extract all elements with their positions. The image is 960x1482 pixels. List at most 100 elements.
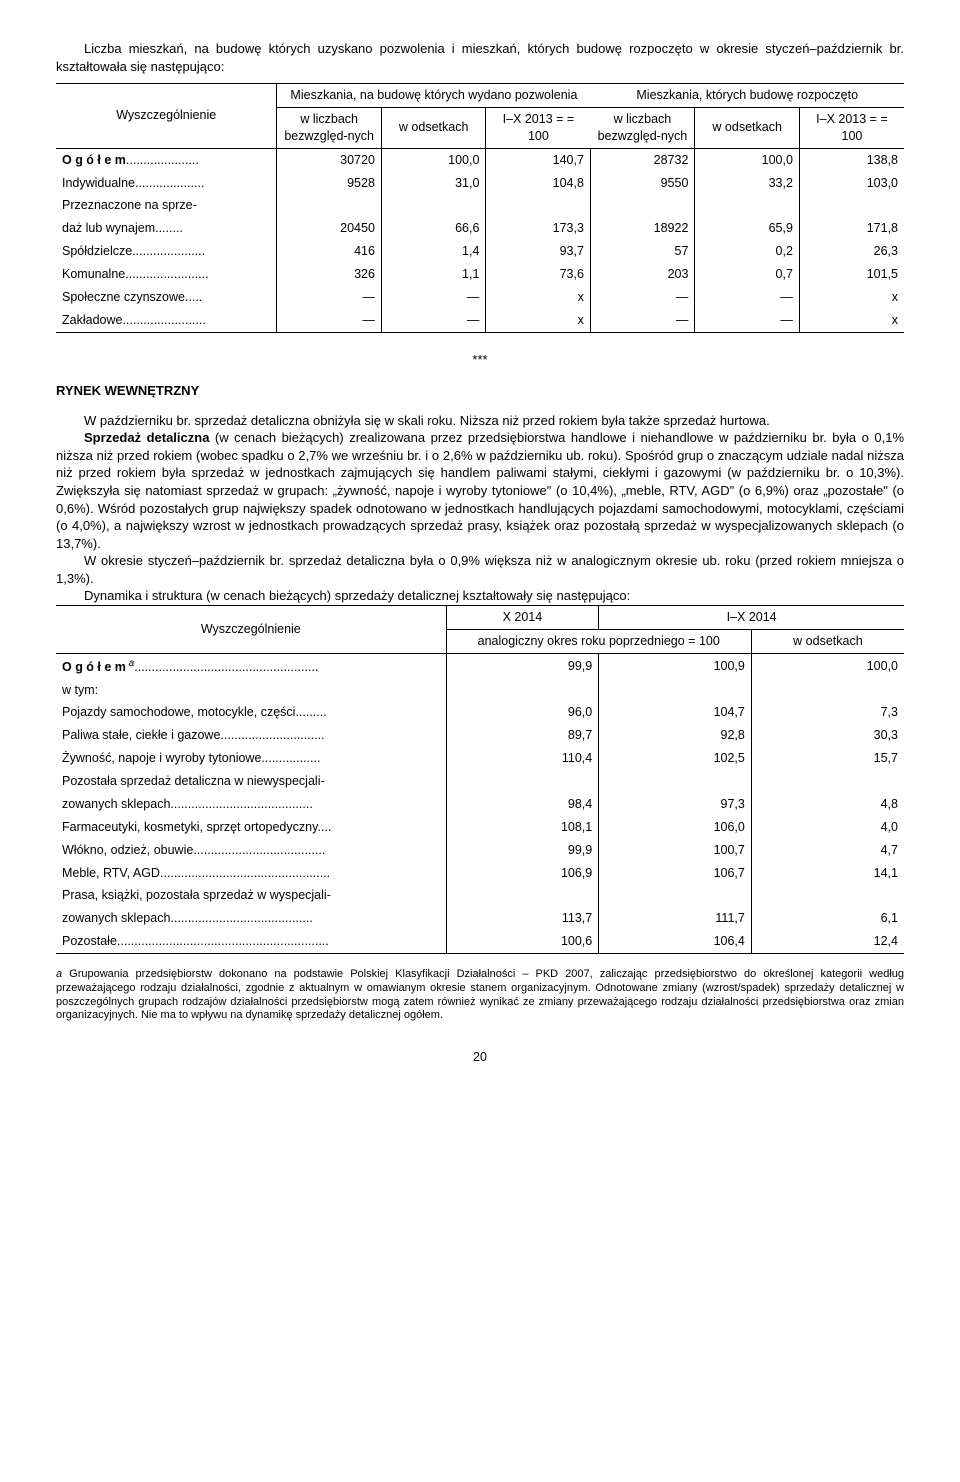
cell: — [695, 309, 800, 332]
cell: — [695, 286, 800, 309]
table-row: zowanych sklepach.......................… [56, 907, 904, 930]
body-paragraph: W okresie styczeń–październik br. sprzed… [56, 552, 904, 587]
cell [799, 194, 904, 217]
cell: 173,3 [486, 217, 591, 240]
row-label: Przeznaczone na sprze- [56, 194, 277, 217]
cell: 73,6 [486, 263, 591, 286]
cell: 106,7 [599, 862, 752, 885]
table-row: Pozostałe...............................… [56, 930, 904, 953]
th2-c1: X 2014 [446, 605, 599, 629]
cell: 100,7 [599, 839, 752, 862]
table-row: O g ó ł e m a...........................… [56, 653, 904, 679]
body-paragraph: Sprzedaż detaliczna (w cenach bieżących)… [56, 429, 904, 552]
body-paragraph: W październiku br. sprzedaż detaliczna o… [56, 412, 904, 430]
cell: 98,4 [446, 793, 599, 816]
th-idx-2: I–X 2013 = = 100 [799, 107, 904, 148]
table-row: Żywność, napoje i wyroby tytoniowe......… [56, 747, 904, 770]
cell: 65,9 [695, 217, 800, 240]
body-paragraph: Dynamika i struktura (w cenach bieżących… [56, 587, 904, 605]
cell: — [590, 309, 695, 332]
row-label: Społeczne czynszowe..... [56, 286, 277, 309]
cell: 97,3 [599, 793, 752, 816]
cell [599, 884, 752, 907]
cell: 31,0 [381, 172, 486, 195]
cell: 1,1 [381, 263, 486, 286]
table-retail: Wyszczególnienie X 2014 I–X 2014 analogi… [56, 605, 904, 954]
cell: 0,7 [695, 263, 800, 286]
cell [599, 679, 752, 702]
cell: 106,0 [599, 816, 752, 839]
cell: 106,4 [599, 930, 752, 953]
table-row: Pojazdy samochodowe, motocykle, części..… [56, 701, 904, 724]
cell: 4,0 [751, 816, 904, 839]
table-row: Spółdzielcze.....................4161,49… [56, 240, 904, 263]
table-row: O g ó ł e m.....................30720100… [56, 148, 904, 171]
cell: 28732 [590, 148, 695, 171]
th2-label: Wyszczególnienie [56, 605, 446, 653]
th2-c2: I–X 2014 [599, 605, 904, 629]
cell: 89,7 [446, 724, 599, 747]
th-group2: Mieszkania, których budowę rozpoczęto [590, 84, 904, 108]
row-label: daż lub wynajem........ [56, 217, 277, 240]
th-abs-1: w liczbach bezwzględ-nych [277, 107, 382, 148]
row-label: Spółdzielcze..................... [56, 240, 277, 263]
row-label: Meble, RTV, AGD.........................… [56, 862, 446, 885]
page-number: 20 [56, 1049, 904, 1066]
cell [695, 194, 800, 217]
cell [486, 194, 591, 217]
cell: — [277, 309, 382, 332]
cell: 138,8 [799, 148, 904, 171]
cell: 15,7 [751, 747, 904, 770]
cell: 100,0 [751, 653, 904, 679]
cell: 57 [590, 240, 695, 263]
cell: 96,0 [446, 701, 599, 724]
cell: — [381, 286, 486, 309]
cell: 100,0 [381, 148, 486, 171]
row-label: zowanych sklepach.......................… [56, 907, 446, 930]
cell: 12,4 [751, 930, 904, 953]
row-label: Zakładowe........................ [56, 309, 277, 332]
table-row: daż lub wynajem........2045066,6173,3189… [56, 217, 904, 240]
cell: 66,6 [381, 217, 486, 240]
cell [599, 770, 752, 793]
cell [446, 884, 599, 907]
footnote: a Grupowania przedsiębiorstw dokonano na… [56, 968, 904, 1023]
cell: 33,2 [695, 172, 800, 195]
cell: 111,7 [599, 907, 752, 930]
cell: 100,6 [446, 930, 599, 953]
cell [751, 884, 904, 907]
cell: x [486, 286, 591, 309]
cell: 140,7 [486, 148, 591, 171]
cell: 99,9 [446, 653, 599, 679]
table-row: Indywidualne....................952831,0… [56, 172, 904, 195]
table-row: Pozostała sprzedaż detaliczna w niewyspe… [56, 770, 904, 793]
cell [446, 679, 599, 702]
row-label: zowanych sklepach.......................… [56, 793, 446, 816]
cell: 113,7 [446, 907, 599, 930]
cell: 30,3 [751, 724, 904, 747]
cell: 9528 [277, 172, 382, 195]
cell: 93,7 [486, 240, 591, 263]
cell: 326 [277, 263, 382, 286]
intro-paragraph: Liczba mieszkań, na budowę których uzysk… [56, 40, 904, 75]
cell [590, 194, 695, 217]
cell: 101,5 [799, 263, 904, 286]
cell: x [486, 309, 591, 332]
cell: 1,4 [381, 240, 486, 263]
cell: 14,1 [751, 862, 904, 885]
row-label: O g ó ł e m a...........................… [56, 653, 446, 679]
table-row: Paliwa stałe, ciekłe i gazowe...........… [56, 724, 904, 747]
cell: 103,0 [799, 172, 904, 195]
table-row: Meble, RTV, AGD.........................… [56, 862, 904, 885]
cell: 4,7 [751, 839, 904, 862]
cell: 4,8 [751, 793, 904, 816]
row-label: Farmaceutyki, kosmetyki, sprzęt ortopedy… [56, 816, 446, 839]
cell: 6,1 [751, 907, 904, 930]
cell: 171,8 [799, 217, 904, 240]
table-row: Włókno, odzież, obuwie..................… [56, 839, 904, 862]
cell: — [381, 309, 486, 332]
th-pct-2: w odsetkach [695, 107, 800, 148]
th2-sub-a: analogiczny okres roku poprzedniego = 10… [446, 629, 751, 653]
separator-stars: *** [56, 351, 904, 369]
table-permits: Wyszczególnienie Mieszkania, na budowę k… [56, 83, 904, 333]
